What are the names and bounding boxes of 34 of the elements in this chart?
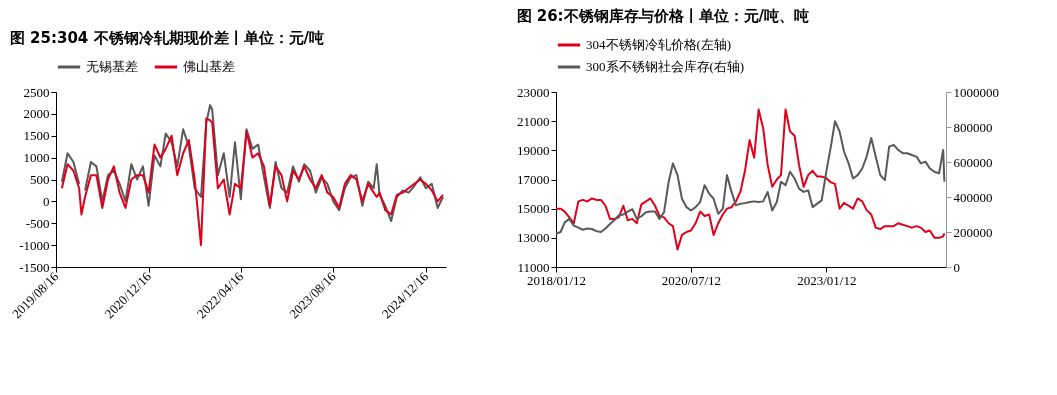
y-tick-label: 1500 [23, 128, 50, 144]
y-tick-label: 2500 [23, 84, 50, 100]
y-tick-label: 2000 [23, 106, 50, 122]
y-tick-label: -1500 [19, 259, 50, 275]
y-tick-label: 0 [43, 193, 50, 209]
y-tick-label: 21000 [517, 113, 550, 129]
x-tick-label: 2023/01/12 [797, 272, 857, 288]
y-tick-label: 17000 [517, 172, 550, 187]
line-series [556, 108, 946, 251]
y2-tick-label: 800000 [953, 119, 993, 135]
legend-label: 佛山基差 [183, 59, 235, 74]
y-tick-label: 19000 [517, 142, 550, 158]
y-tick-label: 11000 [517, 259, 550, 275]
y-tick-label: -1000 [19, 237, 50, 253]
y2-tick-label: 0 [953, 259, 960, 275]
line-series [556, 120, 946, 235]
y2-tick-label: 1000000 [953, 84, 999, 100]
chart-title: 图 25:304 不锈钢冷轧期现价差丨单位：元/吨 [9, 29, 324, 47]
x-tick-label: 2018/01/12 [526, 272, 587, 288]
y-tick-label: 1000 [23, 150, 50, 166]
x-tick-label: 2020/07/12 [661, 272, 722, 288]
chart-title: 图 26:不锈钢库存与价格丨单位：元/吨、吨 [516, 7, 810, 25]
y2-tick-label: 400000 [953, 189, 993, 205]
y-tick-label: -500 [25, 215, 50, 231]
y2-tick-label: 600000 [953, 154, 993, 170]
legend-label: 无锡基差 [86, 59, 138, 74]
line-series [60, 117, 444, 247]
y-tick-label: 13000 [517, 230, 550, 246]
legend-label: 304不锈钢冷轧价格(左轴) [586, 37, 732, 52]
y-tick-label: 23000 [517, 84, 550, 100]
y-tick-label: 15000 [517, 201, 550, 217]
y-tick-label: 500 [30, 172, 50, 187]
y2-tick-label: 200000 [953, 224, 993, 240]
legend-label: 300系不锈钢社会库存(右轴) [586, 59, 745, 74]
